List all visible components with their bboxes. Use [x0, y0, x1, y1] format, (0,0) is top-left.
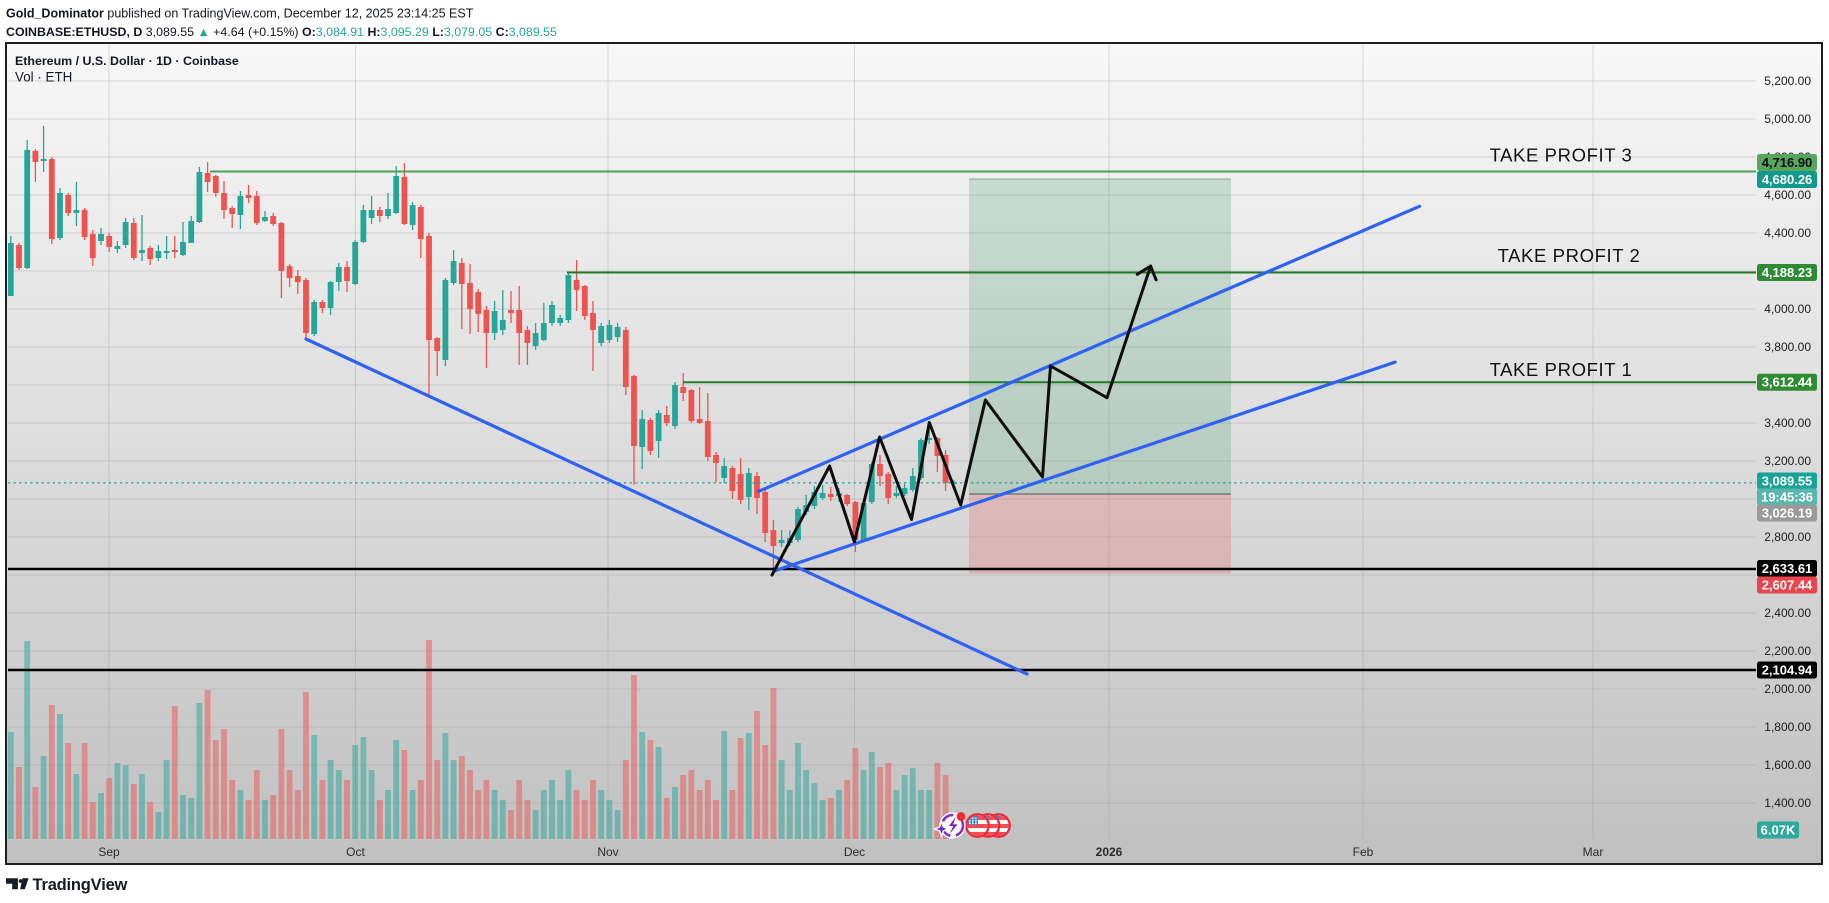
svg-text:3,026.19: 3,026.19 [1762, 505, 1813, 520]
svg-text:4,716.90: 4,716.90 [1762, 155, 1813, 170]
svg-text:3,612.44: 3,612.44 [1762, 375, 1813, 390]
svg-text:Gold_Dominator published on Tr: Gold_Dominator published on TradingView.… [6, 7, 474, 21]
svg-text:4,680.26: 4,680.26 [1762, 172, 1813, 187]
svg-text:Sep: Sep [98, 845, 120, 859]
svg-text:Mar: Mar [1583, 845, 1604, 859]
svg-text:3,800.00: 3,800.00 [1764, 340, 1811, 354]
svg-text:1,800.00: 1,800.00 [1764, 720, 1811, 734]
svg-text:Nov: Nov [597, 845, 618, 859]
svg-text:COINBASE:ETHUSD, D 3,089.55 ▲: COINBASE:ETHUSD, D 3,089.55 ▲ +4.64 (+0.… [6, 25, 557, 39]
svg-text:6.07K: 6.07K [1761, 822, 1796, 837]
svg-text:4,188.23: 4,188.23 [1762, 265, 1813, 280]
svg-text:Ethereum / U.S. Dollar · 1D ·: Ethereum / U.S. Dollar · 1D · Coinbase [15, 54, 239, 68]
svg-text:2,607.44: 2,607.44 [1762, 577, 1813, 592]
svg-text:3,400.00: 3,400.00 [1764, 416, 1811, 430]
svg-text:2,800.00: 2,800.00 [1764, 530, 1811, 544]
svg-text:2026: 2026 [1096, 845, 1123, 859]
svg-text:1,400.00: 1,400.00 [1764, 796, 1811, 810]
svg-text:TAKE PROFIT 2: TAKE PROFIT 2 [1498, 245, 1641, 266]
svg-text:1,600.00: 1,600.00 [1764, 758, 1811, 772]
svg-text:5,200.00: 5,200.00 [1764, 74, 1811, 88]
svg-text:2,000.00: 2,000.00 [1764, 682, 1811, 696]
svg-text:2,104.94: 2,104.94 [1762, 662, 1813, 677]
svg-text:2,633.61: 2,633.61 [1762, 561, 1813, 576]
svg-text:2,400.00: 2,400.00 [1764, 606, 1811, 620]
svg-text:Dec: Dec [844, 845, 865, 859]
svg-text:3,089.55: 3,089.55 [1762, 473, 1813, 488]
svg-text:4,000.00: 4,000.00 [1764, 302, 1811, 316]
svg-text:2,200.00: 2,200.00 [1764, 644, 1811, 658]
svg-text:Vol · ETH: Vol · ETH [15, 70, 72, 85]
svg-text:TradingView: TradingView [33, 876, 128, 894]
svg-text:TAKE PROFIT 1: TAKE PROFIT 1 [1490, 359, 1633, 380]
svg-text:TAKE PROFIT 3: TAKE PROFIT 3 [1490, 145, 1633, 166]
svg-text:3,200.00: 3,200.00 [1764, 454, 1811, 468]
svg-text:4,400.00: 4,400.00 [1764, 226, 1811, 240]
svg-text:4,600.00: 4,600.00 [1764, 188, 1811, 202]
svg-text:Oct: Oct [346, 845, 365, 859]
svg-text:19:45:36: 19:45:36 [1761, 489, 1813, 504]
svg-text:Feb: Feb [1353, 845, 1374, 859]
svg-text:5,000.00: 5,000.00 [1764, 112, 1811, 126]
